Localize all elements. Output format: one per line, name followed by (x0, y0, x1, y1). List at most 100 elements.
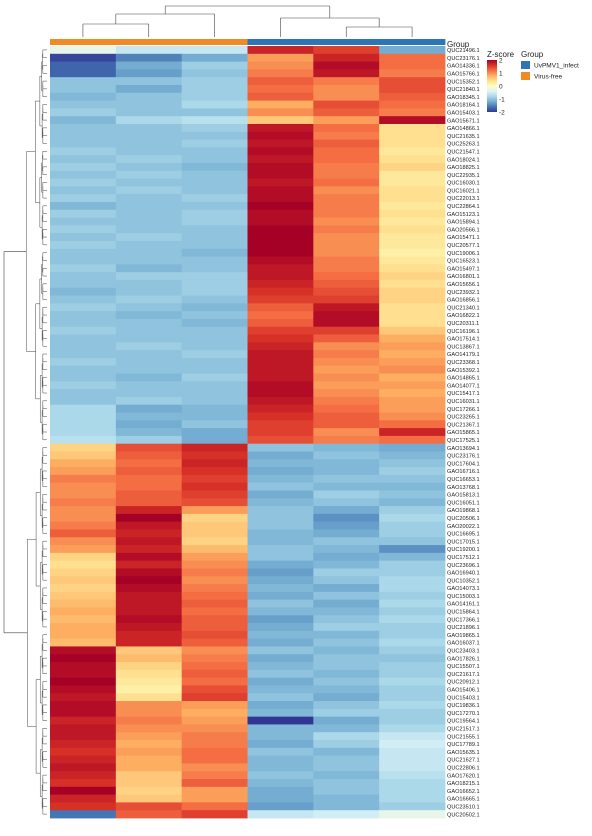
heatmap-cell (379, 225, 446, 234)
heatmap-cell (115, 482, 183, 491)
row-label: GAO17620.1 (447, 773, 480, 779)
heatmap-cell (181, 490, 248, 499)
heatmap-cell (181, 303, 248, 312)
heatmap-cell (50, 178, 117, 187)
heatmap-cell (115, 311, 183, 320)
heatmap-cell (247, 498, 314, 507)
heatmap-cell (379, 662, 446, 671)
heatmap-cell (181, 194, 248, 203)
heatmap-cell (50, 420, 117, 429)
heatmap-cell (181, 529, 248, 538)
heatmap-cell (379, 350, 446, 359)
row-label: QUC21627.1 (447, 758, 480, 764)
row-label: QUC16196.1 (447, 329, 480, 335)
heatmap-cell (379, 701, 446, 710)
heatmap-cell (115, 740, 183, 749)
row-label: QUC16523.1 (447, 259, 480, 265)
heatmap-cell (313, 677, 380, 686)
group-bar-segment (115, 39, 183, 45)
heatmap-cell (181, 646, 248, 655)
heatmap-cell (247, 607, 314, 616)
heatmap-cell (313, 162, 380, 172)
heatmap-cell (313, 724, 380, 733)
heatmap-cell (313, 802, 380, 811)
heatmap-cell (115, 194, 183, 203)
heatmap-cell (313, 779, 380, 788)
heatmap-cell (50, 279, 117, 289)
zscore-ticks: 2 1 0 -1 -2 (499, 58, 505, 117)
row-label: QUC15403.1 (447, 695, 480, 701)
heatmap-cell (181, 350, 248, 359)
heatmap-cell (50, 396, 117, 406)
heatmap-cell (50, 708, 117, 718)
row-label: QUC23176.1 (447, 56, 480, 62)
heatmap-cell (50, 451, 117, 460)
heatmap-cell (379, 404, 446, 413)
heatmap-cell (50, 233, 117, 242)
heatmap-cell (115, 365, 183, 374)
heatmap-cell (115, 116, 183, 125)
heatmap-cell (50, 248, 117, 257)
zscore-tick-label: -2 (499, 110, 505, 117)
heatmap-cell (313, 443, 380, 452)
heatmap-cell (313, 100, 380, 109)
heatmap-cell (379, 630, 446, 640)
heatmap-cell (181, 77, 248, 86)
heatmap-cell (379, 240, 446, 250)
heatmap-cell (181, 404, 248, 413)
row-label: GAO19868.1 (447, 508, 480, 514)
heatmap-cell (313, 537, 380, 546)
heatmap-cell (313, 116, 380, 125)
row-label: GAO15865.1 (447, 430, 480, 436)
row-label: GAO20566.1 (447, 227, 480, 233)
heatmap-cell (50, 669, 117, 679)
zscore-tick-label: 0 (499, 84, 503, 91)
heatmap-cell (50, 506, 117, 515)
heatmap-cell (50, 763, 117, 772)
heatmap-cell (50, 108, 117, 117)
heatmap-cell (50, 155, 117, 164)
heatmap-cell (313, 732, 380, 741)
heatmap-cell (379, 46, 446, 55)
heatmap-cell (379, 552, 446, 562)
heatmap-cell (313, 396, 380, 406)
row-label: QUC17604.1 (447, 461, 480, 467)
heatmap-cell (50, 771, 117, 780)
heatmap-cell (115, 186, 183, 195)
heatmap-cell (50, 599, 117, 608)
heatmap-cell (379, 677, 446, 686)
heatmap-cell (379, 178, 446, 187)
heatmap-cell (379, 654, 446, 663)
zscore-tick-label: 1 (499, 71, 503, 78)
heatmap-cell (313, 155, 380, 164)
group-annotation-bar (50, 39, 446, 45)
heatmap-cell (181, 724, 248, 733)
heatmap-cell (181, 732, 248, 741)
heatmap-cell (247, 139, 314, 148)
heatmap-cell (115, 615, 183, 624)
row-label: GAO15392.1 (447, 368, 480, 374)
heatmap-cell (50, 77, 117, 86)
heatmap-cell (379, 84, 446, 94)
row-label: GAO16037.1 (447, 641, 480, 647)
heatmap-cell (50, 724, 117, 733)
row-label: QUC13867.1 (447, 344, 480, 350)
heatmap-cell (313, 170, 380, 179)
heatmap-cell (115, 599, 183, 608)
heatmap-cell (379, 513, 446, 523)
heatmap-cell (50, 443, 117, 452)
heatmap-cell (247, 802, 314, 811)
heatmap-cell (181, 654, 248, 663)
heatmap-cell (181, 61, 248, 70)
row-label: QUC22864.1 (447, 204, 480, 210)
heatmap-cell (247, 233, 314, 242)
row-label: GAO17826.1 (447, 656, 480, 662)
row-label: GAO15403.1 (447, 110, 480, 116)
heatmap-cell (181, 46, 248, 55)
row-label: QUC23368.1 (447, 360, 480, 366)
heatmap-cell (115, 802, 183, 811)
row-label: QUC20311.1 (447, 321, 479, 327)
heatmap-cell (379, 108, 446, 117)
heatmap-cell (379, 217, 446, 226)
heatmap-cell (313, 560, 380, 569)
